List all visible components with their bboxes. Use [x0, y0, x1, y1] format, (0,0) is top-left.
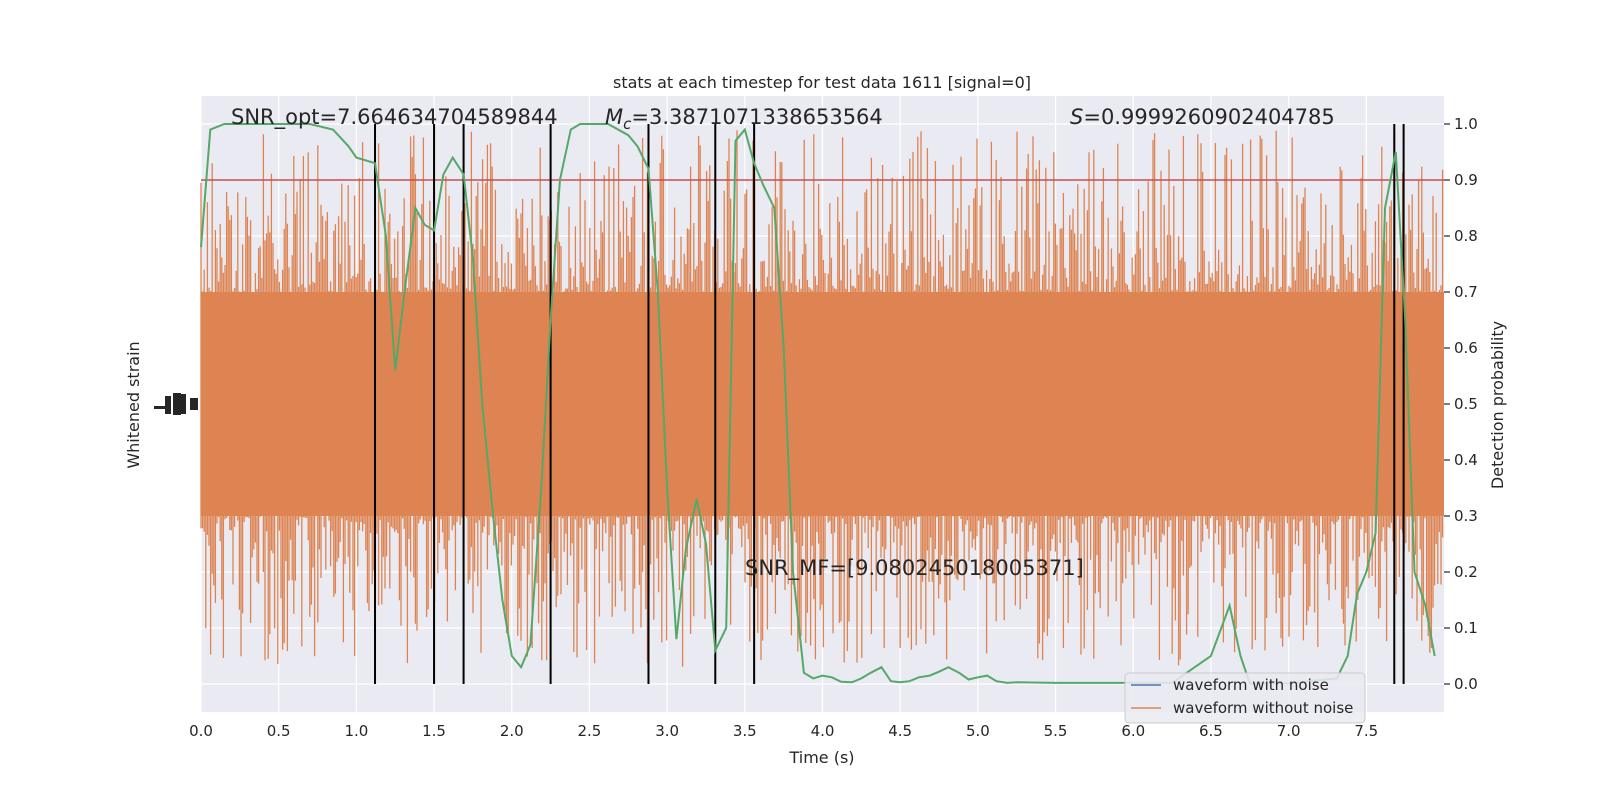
y-tick-label: 1.0	[1454, 115, 1478, 133]
x-tick-label: 7.0	[1277, 722, 1301, 740]
x-tick-label: 3.0	[655, 722, 679, 740]
legend-box	[1124, 672, 1366, 724]
left-axis-glyph	[154, 393, 198, 415]
x-tick-label: 1.5	[422, 722, 446, 740]
x-tick-label: 4.5	[888, 722, 912, 740]
y-tick-label: 0.8	[1454, 227, 1478, 245]
y-tick-label: 0.2	[1454, 563, 1478, 581]
y-tick-label: 0.4	[1454, 451, 1478, 469]
x-tick-label: 7.5	[1354, 722, 1378, 740]
x-tick-label: 3.5	[733, 722, 757, 740]
x-tick-label: 6.0	[1121, 722, 1145, 740]
y-axis-label-left: Whitened strain	[124, 341, 143, 468]
x-tick-label: 0.0	[189, 722, 213, 740]
x-tick-label: 5.5	[1044, 722, 1068, 740]
y-tick-label: 0.7	[1454, 283, 1478, 301]
x-tick-label: 6.5	[1199, 722, 1223, 740]
x-tick-label: 5.0	[966, 722, 990, 740]
y-tick-label: 0.1	[1454, 619, 1478, 637]
chart-title: stats at each timestep for test data 161…	[613, 73, 1031, 92]
s-statistic-annotation: S=0.9999260902404785	[1070, 105, 1335, 129]
legend: waveform with noise waveform without noi…	[1124, 672, 1366, 724]
x-tick-label: 2.0	[500, 722, 524, 740]
y-tick-label: 0.5	[1454, 395, 1478, 413]
vertical-markers	[374, 124, 1405, 684]
legend-label-with-noise: waveform with noise	[1173, 676, 1329, 694]
x-tick-label: 0.5	[267, 722, 291, 740]
snr-opt-annotation: SNR_opt=7.664634704589844	[231, 105, 558, 130]
chirp-mass-annotation: Mc=3.3871071338653564	[605, 105, 883, 133]
detection-probability-line	[200, 123, 1436, 685]
y-tick-label: 0.9	[1454, 171, 1478, 189]
x-axis-label: Time (s)	[788, 748, 854, 767]
y-tick-label: 0.6	[1454, 339, 1478, 357]
y-tick-label: 0.3	[1454, 507, 1478, 525]
snr-mf-annotation: SNR_MF=[9.080245018005371]	[745, 556, 1084, 581]
x-tick-label: 1.0	[344, 722, 368, 740]
y-tick-labels: 0.0 0.1 0.2 0.3 0.4 0.5 0.6 0.7 0.8 0.9 1.0	[1444, 115, 1478, 693]
x-tick-labels: 0.0 0.5 1.0 1.5 2.0 2.5 3.0 3.5 4.0 4.5 5.0 5.5 6.0 6…	[189, 722, 1378, 740]
legend-label-without-noise: waveform without noise	[1173, 699, 1353, 717]
y-axis-label-right: Detection probability	[1488, 321, 1507, 489]
x-tick-label: 2.5	[578, 722, 602, 740]
strain-band	[200, 130, 1444, 667]
x-tick-label: 4.0	[811, 722, 835, 740]
y-tick-label: 0.0	[1454, 675, 1478, 693]
strain-spikes	[200, 130, 1444, 667]
